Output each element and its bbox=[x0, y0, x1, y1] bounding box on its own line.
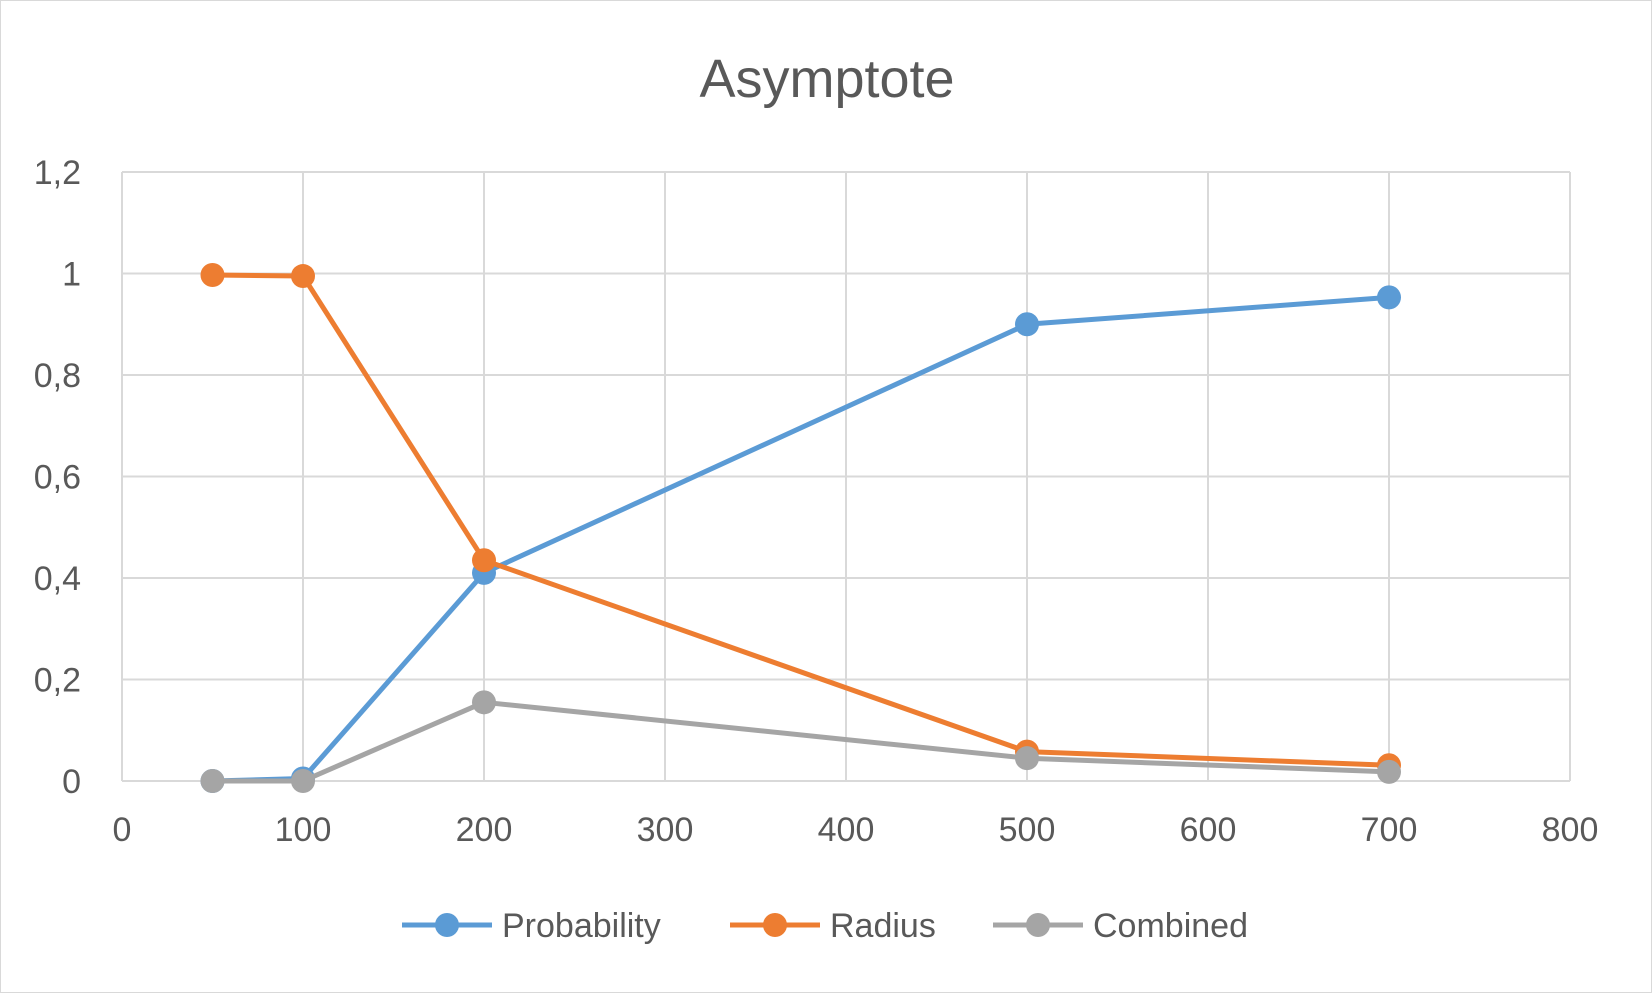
data-point bbox=[1377, 285, 1401, 310]
x-axis-tick-labels: 0 100 200 300 400 500 600 700 800 bbox=[113, 811, 1599, 849]
y-tick-label: 0 bbox=[62, 763, 81, 801]
x-tick-label: 600 bbox=[1180, 811, 1237, 849]
legend-label: Radius bbox=[830, 907, 936, 945]
y-tick-label: 0,4 bbox=[34, 560, 81, 598]
x-tick-label: 300 bbox=[637, 811, 694, 849]
legend-item-probability: Probability bbox=[402, 907, 661, 945]
y-tick-label: 0,6 bbox=[34, 459, 81, 497]
y-tick-label: 1,2 bbox=[34, 154, 81, 192]
x-tick-label: 400 bbox=[818, 811, 875, 849]
legend: Probability Radius Combined bbox=[402, 907, 1248, 945]
data-point bbox=[472, 548, 496, 573]
series-line bbox=[210, 294, 1392, 784]
plot-series bbox=[200, 263, 1401, 793]
x-tick-label: 200 bbox=[456, 811, 513, 849]
legend-marker bbox=[1026, 913, 1050, 937]
legend-label: Combined bbox=[1093, 907, 1248, 945]
legend-label: Probability bbox=[502, 907, 661, 945]
series-line bbox=[210, 699, 1392, 784]
data-point bbox=[1015, 312, 1039, 337]
data-point bbox=[1377, 759, 1401, 784]
legend-marker bbox=[763, 913, 787, 937]
x-tick-label: 800 bbox=[1542, 811, 1599, 849]
data-point bbox=[472, 690, 496, 715]
series-combined bbox=[200, 690, 1401, 793]
y-axis-tick-labels: 0 0,2 0,4 0,6 0,8 1 1,2 bbox=[34, 154, 81, 801]
data-point bbox=[291, 264, 315, 289]
y-tick-label: 1 bbox=[62, 256, 81, 294]
data-point bbox=[1015, 746, 1039, 771]
legend-marker bbox=[435, 913, 459, 937]
data-point bbox=[200, 263, 225, 288]
x-tick-label: 700 bbox=[1361, 811, 1418, 849]
y-tick-label: 0,2 bbox=[34, 662, 81, 700]
data-point bbox=[291, 769, 315, 793]
series-probability bbox=[200, 285, 1401, 793]
y-tick-label: 0,8 bbox=[34, 357, 81, 395]
series-line bbox=[210, 272, 1392, 768]
legend-item-radius: Radius bbox=[730, 907, 936, 945]
legend-item-combined: Combined bbox=[993, 907, 1248, 945]
chart-title: Asymptote bbox=[699, 49, 954, 109]
data-point bbox=[200, 769, 225, 793]
x-tick-label: 100 bbox=[275, 811, 332, 849]
x-tick-label: 0 bbox=[113, 811, 132, 849]
x-tick-label: 500 bbox=[999, 811, 1056, 849]
series-radius bbox=[200, 263, 1401, 778]
